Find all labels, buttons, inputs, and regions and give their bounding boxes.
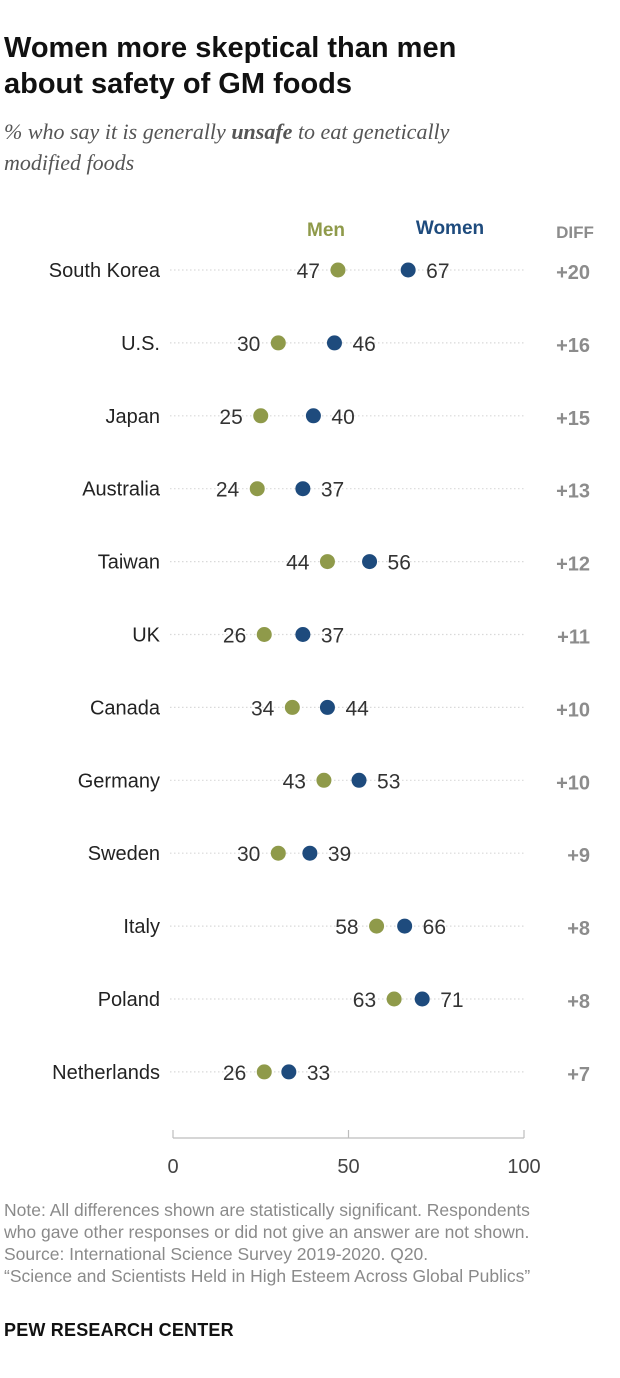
women-value-label: 71 — [440, 989, 463, 1012]
men-dot — [316, 772, 332, 788]
men-value-label: 43 — [283, 770, 306, 793]
diff-value: +7 — [567, 1064, 590, 1086]
women-dot — [295, 627, 311, 642]
country-label: Taiwan — [98, 552, 160, 574]
subtitle-post: to eat genetically — [292, 119, 450, 144]
men-value-label: 26 — [223, 1062, 246, 1085]
women-value-label: 33 — [307, 1062, 330, 1085]
women-dot — [302, 845, 318, 861]
diff-value: +10 — [556, 772, 590, 794]
x-axis-tick-label: 50 — [337, 1156, 359, 1178]
women-dot — [326, 335, 342, 351]
women-dot — [400, 262, 416, 278]
country-label: Netherlands — [52, 1062, 160, 1084]
men-dot — [369, 918, 385, 934]
country-label: Japan — [106, 406, 161, 428]
diff-value: +8 — [567, 918, 590, 940]
source-line-2: “Science and Scientists Held in High Est… — [4, 1266, 531, 1286]
source-line-1: Source: International Science Survey 201… — [4, 1244, 429, 1264]
dot-plot-chart: Men Women DIFF South Korea 47 67 +20 U.S. 30 46 +1… — [49, 218, 594, 1178]
men-value-label: 47 — [297, 260, 320, 283]
women-value-label: 40 — [331, 406, 354, 429]
men-value-label: 58 — [335, 916, 358, 939]
men-dot — [249, 481, 265, 497]
women-dot — [319, 699, 335, 715]
women-dot — [397, 918, 413, 934]
men-dot — [319, 554, 335, 570]
women-dot — [362, 554, 378, 570]
diff-value: +13 — [556, 481, 590, 503]
legend-women: Women — [416, 218, 484, 239]
women-dot — [295, 481, 311, 497]
men-dot — [284, 699, 300, 715]
men-value-label: 30 — [237, 333, 260, 356]
chart-subtitle: % who say it is generally unsafe to eat … — [4, 116, 604, 178]
country-label: UK — [132, 625, 160, 647]
diff-value: +20 — [556, 262, 590, 284]
diff-value: +15 — [556, 408, 590, 430]
subtitle-pre: % who say it is generally — [4, 119, 232, 144]
women-dot — [414, 991, 430, 1007]
country-label: Germany — [78, 770, 160, 792]
note-line-2: who gave other responses or did not give… — [4, 1222, 530, 1242]
country-label: Sweden — [88, 843, 160, 865]
men-value-label: 63 — [353, 989, 376, 1012]
men-value-label: 24 — [216, 479, 240, 502]
chart-notes: Note: All differences shown are statisti… — [4, 1199, 616, 1287]
men-dot — [270, 845, 286, 861]
note-line-1: Note: All differences shown are statisti… — [4, 1200, 530, 1220]
women-dot — [281, 1064, 297, 1080]
women-dot — [305, 408, 321, 424]
country-label: South Korea — [49, 260, 161, 282]
country-label: Poland — [98, 989, 160, 1011]
diff-value: +11 — [557, 627, 590, 649]
women-value-label: 37 — [321, 479, 344, 502]
country-label: Canada — [90, 697, 161, 719]
women-value-label: 67 — [426, 260, 449, 283]
chart-title: Women more skeptical than men about safe… — [4, 30, 604, 102]
diff-value: +8 — [567, 991, 590, 1013]
men-dot — [270, 335, 286, 351]
women-value-label: 44 — [345, 697, 369, 720]
diff-value: +10 — [556, 699, 590, 721]
women-value-label: 46 — [352, 333, 375, 356]
women-value-label: 53 — [377, 770, 400, 793]
subtitle-emphasis: unsafe — [231, 119, 293, 144]
country-label: Italy — [123, 916, 160, 938]
legend-men: Men — [307, 220, 345, 241]
women-dot — [351, 772, 367, 788]
women-value-label: 66 — [423, 916, 446, 939]
subtitle-line-2: modified foods — [4, 150, 135, 175]
diff-header: DIFF — [556, 223, 594, 242]
men-value-label: 30 — [237, 843, 260, 866]
men-dot — [256, 627, 272, 642]
women-value-label: 39 — [328, 843, 351, 866]
country-label: U.S. — [121, 333, 160, 355]
men-value-label: 34 — [251, 697, 275, 720]
title-line-2: about safety of GM foods — [4, 68, 352, 100]
men-value-label: 44 — [286, 552, 310, 575]
pew-logo-text: PEW RESEARCH CENTER — [4, 1320, 234, 1340]
diff-value: +16 — [556, 335, 590, 357]
men-dot — [256, 1064, 272, 1080]
title-line-1: Women more skeptical than men — [4, 32, 457, 64]
men-dot — [386, 991, 402, 1007]
x-axis-tick-label: 0 — [167, 1156, 178, 1178]
women-value-label: 56 — [388, 552, 411, 575]
men-dot — [330, 262, 346, 278]
men-dot — [253, 408, 269, 424]
men-value-label: 25 — [219, 406, 242, 429]
country-label: Australia — [82, 479, 161, 501]
x-axis-tick-label: 100 — [507, 1156, 540, 1178]
women-value-label: 37 — [321, 625, 344, 648]
diff-value: +9 — [567, 845, 590, 867]
men-value-label: 26 — [223, 625, 246, 648]
diff-value: +12 — [556, 554, 590, 576]
